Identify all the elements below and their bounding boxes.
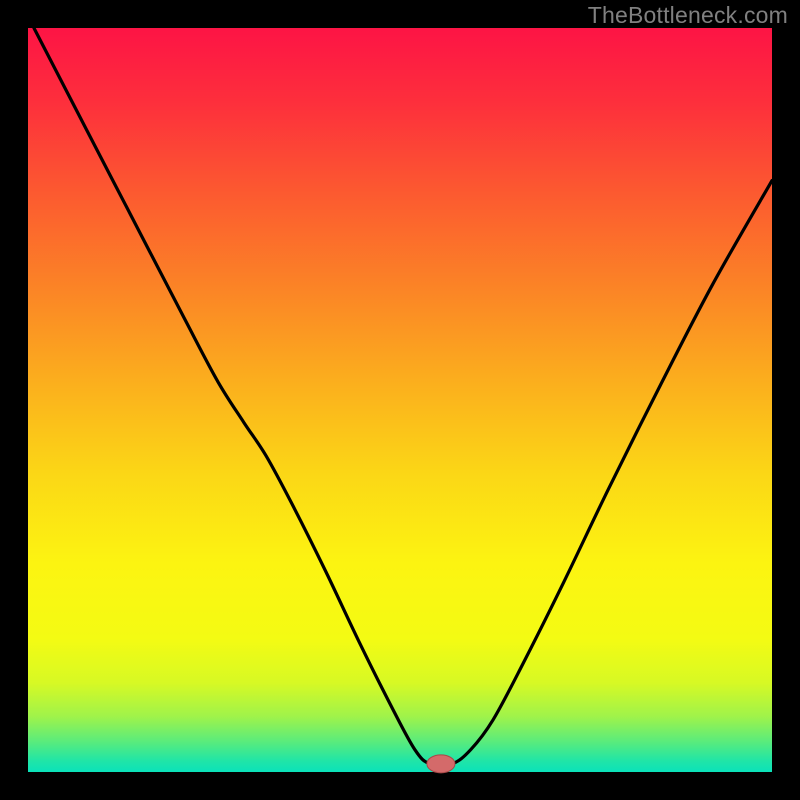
- plot-background: [28, 28, 772, 772]
- bottleneck-chart: [0, 0, 800, 800]
- chart-container: TheBottleneck.com: [0, 0, 800, 800]
- watermark-text: TheBottleneck.com: [588, 2, 788, 29]
- optimum-marker: [427, 755, 455, 773]
